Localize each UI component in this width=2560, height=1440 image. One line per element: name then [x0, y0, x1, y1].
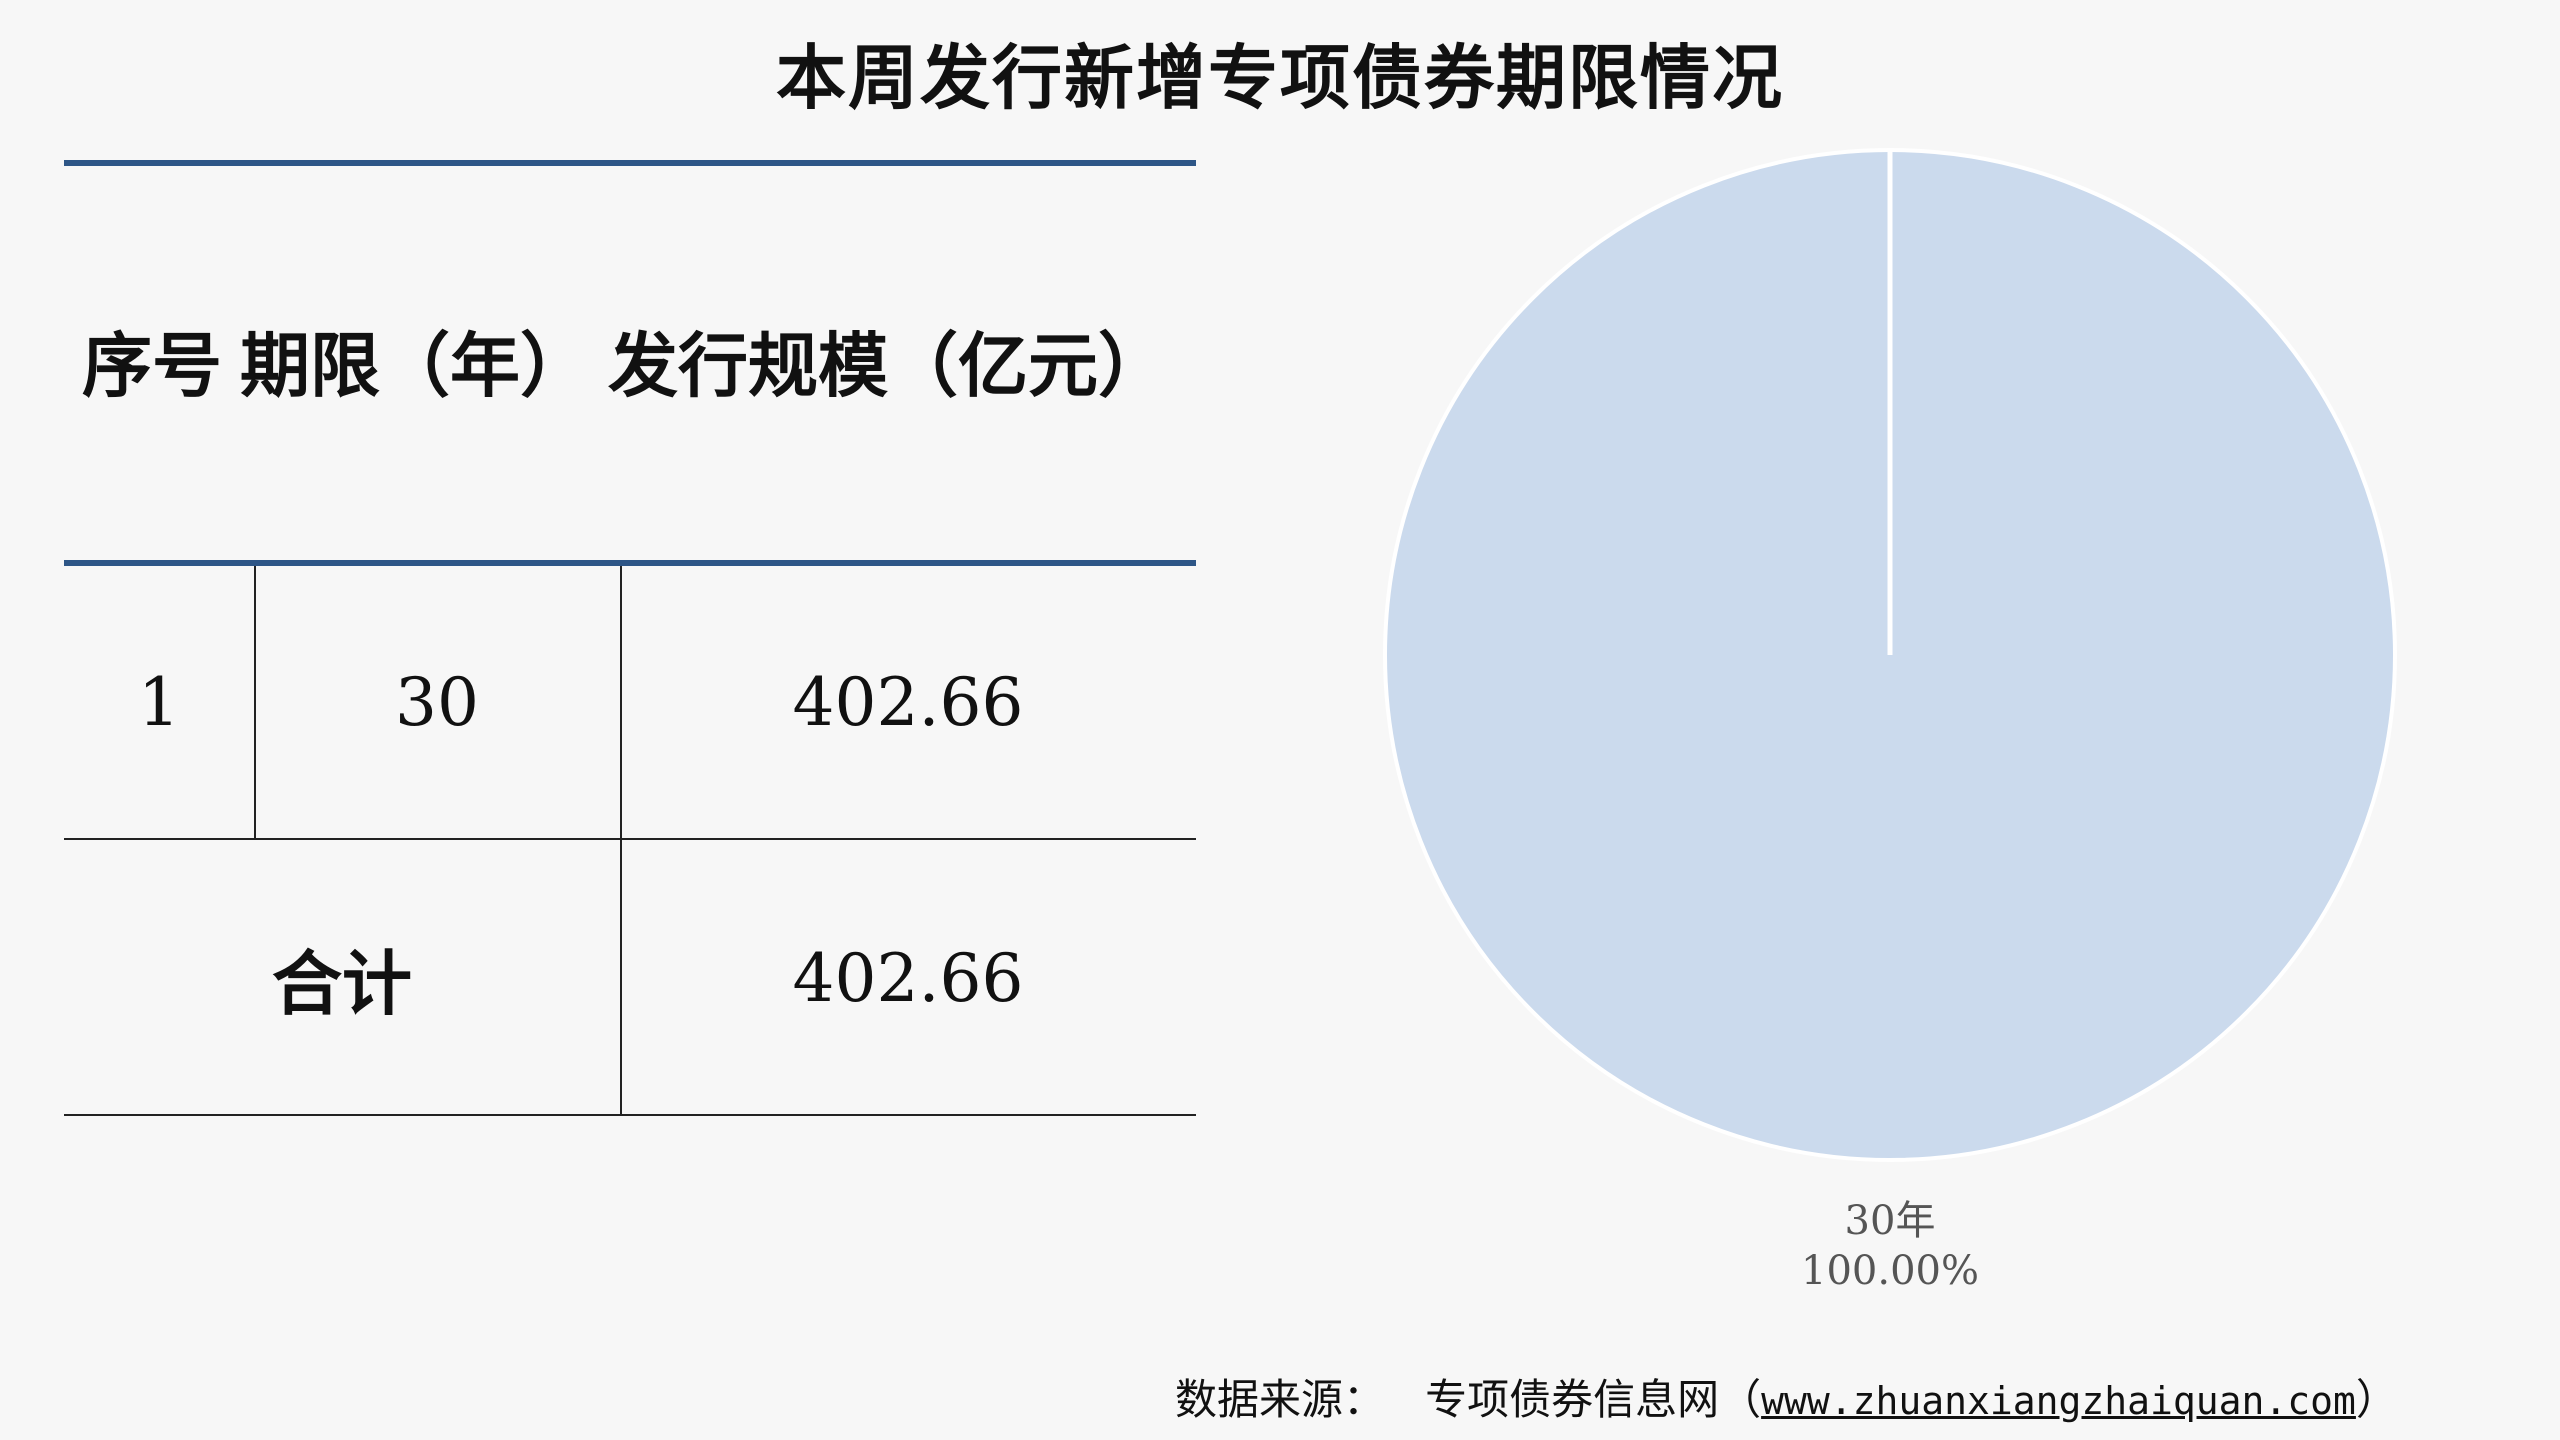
source-url[interactable]: www.zhuanxiangzhaiquan.com	[1761, 1379, 2356, 1423]
row-1-index: 1	[138, 663, 180, 741]
source-name: 专项债券信息网（	[1425, 1375, 1762, 1424]
table-header-row: 序号 期限（年） 发行规模（亿元）	[82, 310, 1168, 411]
col-divider-2	[620, 566, 622, 1116]
table-header-rule	[64, 560, 1196, 566]
source-prefix: 数据来源：	[1175, 1375, 1386, 1424]
source-suffix: ）	[2355, 1375, 2398, 1424]
table-bottom-rule	[64, 1114, 1196, 1116]
table-row-divider	[64, 838, 1196, 840]
row-1-term: 30	[395, 663, 479, 741]
row-1-amount: 402.66	[792, 663, 1024, 741]
page-title: 本周发行新增专项债券期限情况	[776, 36, 1784, 119]
header-amount: 发行规模（亿元）	[608, 324, 1168, 407]
pie-slice-label-percent: 100.00%	[1801, 1248, 1979, 1294]
total-label: 合计	[272, 941, 412, 1025]
col-divider-1	[254, 566, 256, 838]
pie-chart	[1383, 148, 2397, 1162]
data-source: 数据来源： 专项债券信息网（www.zhuanxiangzhaiquan.com…	[1175, 1366, 2398, 1427]
pie-slice-label-category: 30年	[1844, 1198, 1936, 1244]
total-amount: 402.66	[792, 939, 1024, 1017]
header-term: 期限（年）	[240, 324, 590, 407]
header-index: 序号	[82, 324, 222, 407]
term-table: 序号 期限（年） 发行规模（亿元） 1 30 402.66 合计 402.66	[64, 160, 1196, 1118]
table-top-rule	[64, 160, 1196, 166]
